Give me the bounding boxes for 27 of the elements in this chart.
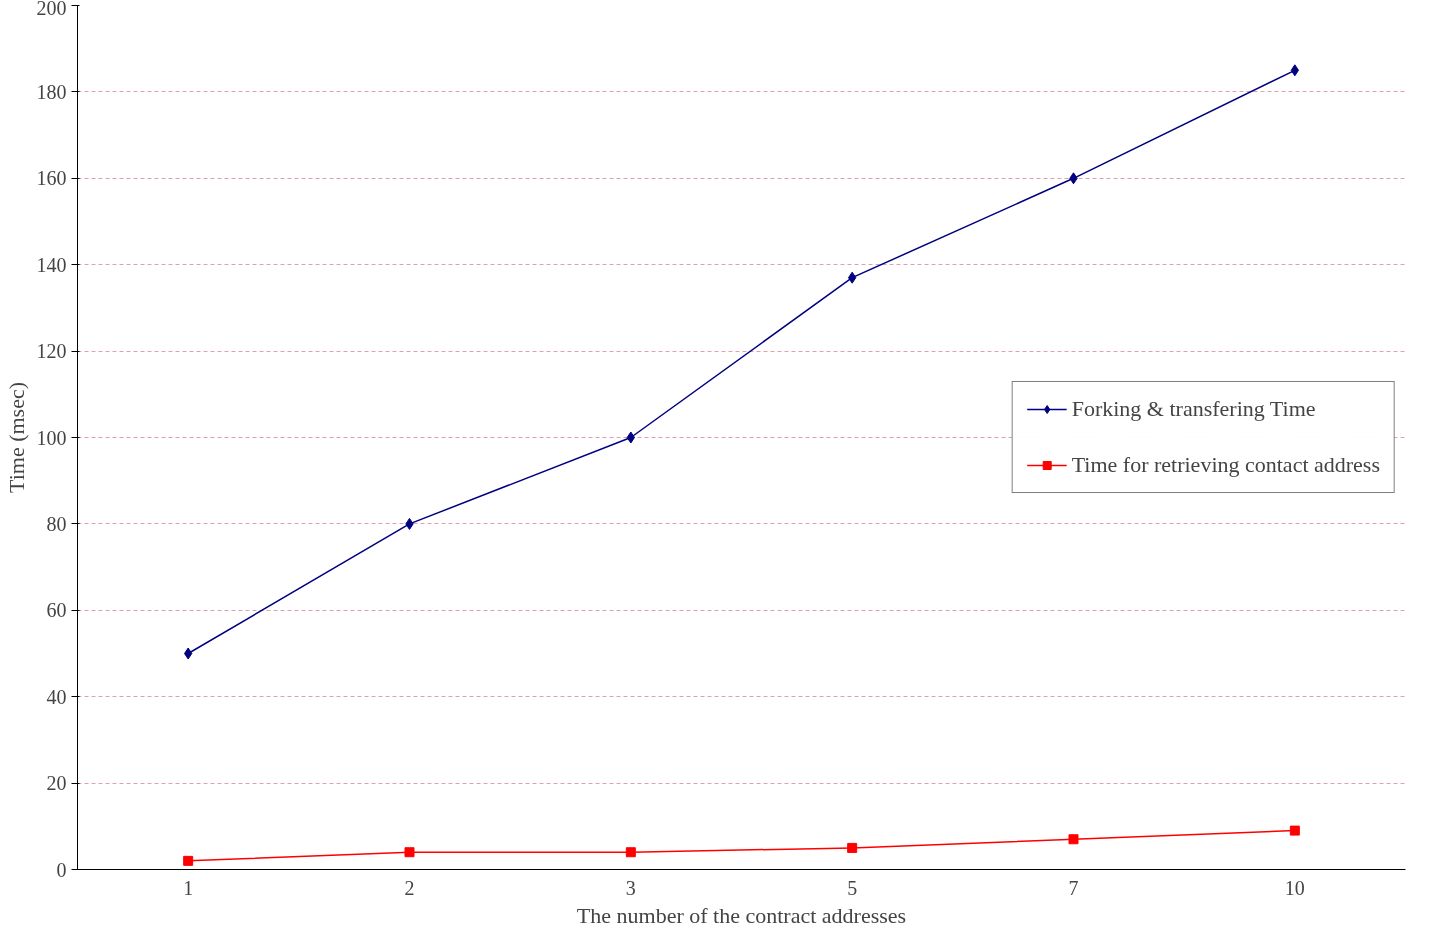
x-tick-label: 2 — [404, 876, 415, 899]
y-axis-title: Time (msec) — [3, 381, 29, 493]
y-tick-label: 60 — [46, 599, 67, 622]
y-tick-label: 140 — [36, 253, 67, 276]
point — [847, 842, 858, 853]
legend-label: Forking & transfering Time — [1071, 396, 1316, 422]
x-tick-label: 3 — [625, 876, 636, 899]
x-tick-label: 1 — [183, 876, 194, 899]
y-tick-label: 120 — [36, 340, 67, 363]
y-tick-label: 160 — [36, 167, 67, 190]
point — [404, 847, 415, 858]
y-tick-label: 0 — [56, 858, 67, 881]
point — [625, 847, 636, 858]
x-axis-title: The number of the contract addresses — [576, 902, 907, 928]
point — [1068, 834, 1079, 845]
y-tick-label: 20 — [46, 772, 67, 795]
point — [183, 855, 194, 866]
x-tick-label: 7 — [1068, 876, 1079, 899]
y-tick-label: 180 — [36, 80, 67, 103]
x-tick-label: 5 — [847, 876, 858, 899]
x-tick-label: 10 — [1284, 876, 1305, 899]
point — [1289, 825, 1300, 836]
y-tick-label: 40 — [46, 685, 67, 708]
y-tick-label: 200 — [36, 0, 67, 19]
legend-label: Time for retrieving contact address — [1071, 452, 1380, 478]
y-tick-label: 100 — [36, 426, 67, 449]
y-tick-label: 80 — [46, 512, 67, 535]
